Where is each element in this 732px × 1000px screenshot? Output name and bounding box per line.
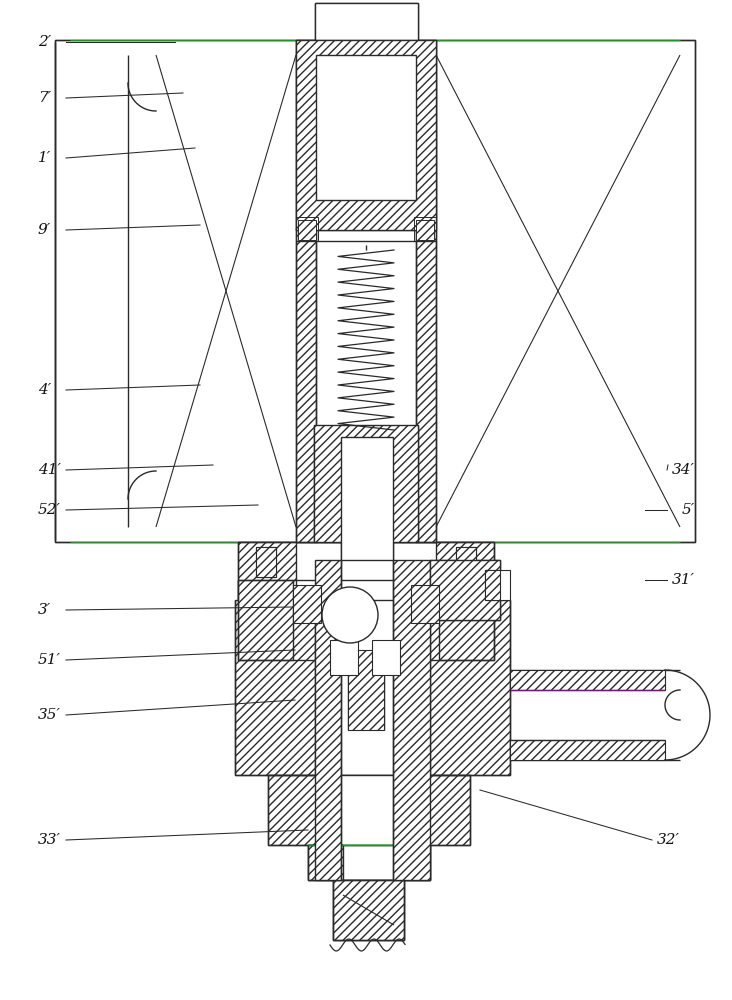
Bar xyxy=(298,220,316,240)
Bar xyxy=(296,40,316,542)
Bar xyxy=(456,547,476,577)
Bar xyxy=(308,845,430,880)
Text: 5′: 5′ xyxy=(681,503,695,517)
Bar xyxy=(308,845,343,880)
Bar xyxy=(456,547,476,577)
Text: 1′: 1′ xyxy=(38,151,51,165)
Text: 31′: 31′ xyxy=(672,573,695,587)
Text: 33′: 33′ xyxy=(38,833,61,847)
Bar xyxy=(316,55,416,200)
Bar xyxy=(416,220,434,240)
Bar xyxy=(416,40,436,542)
Bar xyxy=(395,845,430,880)
Bar xyxy=(238,580,293,660)
Bar xyxy=(411,585,439,623)
Bar xyxy=(430,600,510,775)
Text: 51′: 51′ xyxy=(38,653,61,667)
Bar xyxy=(510,670,665,690)
Circle shape xyxy=(322,587,378,643)
Text: 41′: 41′ xyxy=(38,463,61,477)
Bar xyxy=(296,217,318,241)
Bar xyxy=(510,740,665,760)
Bar xyxy=(315,560,341,880)
Bar xyxy=(405,775,470,845)
Text: 9′: 9′ xyxy=(38,223,51,237)
Bar xyxy=(430,560,500,620)
Bar xyxy=(333,775,405,845)
Bar xyxy=(315,3,418,40)
Bar xyxy=(436,542,494,600)
Bar xyxy=(333,880,404,940)
Bar xyxy=(55,40,695,542)
Text: 2′: 2′ xyxy=(38,35,51,49)
Text: 4′: 4′ xyxy=(38,383,51,397)
Bar xyxy=(393,560,430,880)
Text: 32′: 32′ xyxy=(657,833,680,847)
Bar xyxy=(439,580,494,660)
Bar xyxy=(293,585,321,623)
Bar xyxy=(333,880,404,940)
Text: 34′: 34′ xyxy=(672,463,695,477)
Text: 35′: 35′ xyxy=(38,708,61,722)
Text: 3′: 3′ xyxy=(38,603,51,617)
Bar xyxy=(341,437,393,560)
Bar xyxy=(485,570,500,600)
Bar xyxy=(256,547,276,577)
Bar xyxy=(348,650,384,730)
Bar xyxy=(296,40,436,230)
Bar xyxy=(235,600,315,775)
Text: 52′: 52′ xyxy=(38,503,61,517)
Bar xyxy=(238,542,296,600)
Bar xyxy=(256,547,276,577)
Text: 7′: 7′ xyxy=(38,91,51,105)
Bar xyxy=(414,217,436,241)
Bar xyxy=(268,775,333,845)
Bar xyxy=(372,640,400,675)
Bar xyxy=(330,640,358,675)
Bar xyxy=(485,570,510,600)
Bar xyxy=(314,425,418,542)
